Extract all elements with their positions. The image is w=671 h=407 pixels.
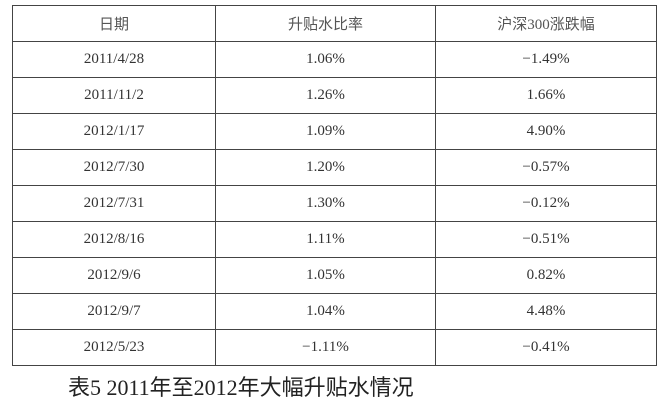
- table-cell: 1.05%: [215, 257, 436, 294]
- table-row: 2012/1/17 1.09% 4.90%: [12, 113, 657, 150]
- table-cell: −0.51%: [435, 221, 657, 258]
- table-cell: 2011/11/2: [12, 77, 216, 114]
- table-cell: 1.30%: [215, 185, 436, 222]
- table-cell: 2012/5/23: [12, 329, 216, 366]
- table-cell: 2012/1/17: [12, 113, 216, 150]
- header-cell: 升贴水比率: [215, 5, 436, 42]
- table-cell: 2012/7/30: [12, 149, 216, 186]
- table-cell: −1.49%: [435, 41, 657, 78]
- table-cell: 1.20%: [215, 149, 436, 186]
- header-cell: 沪深300涨跌幅: [435, 5, 657, 42]
- data-table: 日期 升贴水比率 沪深300涨跌幅 2011/4/28 1.06% −1.49% 2011…: [12, 5, 657, 366]
- table-cell: 1.66%: [435, 77, 657, 114]
- table-row: 2012/9/7 1.04% 4.48%: [12, 293, 657, 330]
- table-cell: 2012/8/16: [12, 221, 216, 258]
- table-cell: 1.09%: [215, 113, 436, 150]
- table-cell: 2011/4/28: [12, 41, 216, 78]
- table-cell: 1.06%: [215, 41, 436, 78]
- table-caption: 表5 2011年至2012年大幅升贴水情况: [68, 375, 414, 400]
- header-cell: 日期: [12, 5, 216, 42]
- table-cell: −0.12%: [435, 185, 657, 222]
- table-cell: 2012/9/7: [12, 293, 216, 330]
- table-cell: 4.90%: [435, 113, 657, 150]
- table-row: 2012/9/6 1.05% 0.82%: [12, 257, 657, 294]
- table-cell: −0.41%: [435, 329, 657, 366]
- table-cell: −0.57%: [435, 149, 657, 186]
- table-cell: 2012/7/31: [12, 185, 216, 222]
- table-row: 2011/4/28 1.06% −1.49%: [12, 41, 657, 78]
- table-cell: −1.11%: [215, 329, 436, 366]
- table-cell: 1.04%: [215, 293, 436, 330]
- table-cell: 1.11%: [215, 221, 436, 258]
- table-cell: 2012/9/6: [12, 257, 216, 294]
- table-cell: 4.48%: [435, 293, 657, 330]
- table-cell: 1.26%: [215, 77, 436, 114]
- table-row: 2012/7/30 1.20% −0.57%: [12, 149, 657, 186]
- table-row: 2012/7/31 1.30% −0.12%: [12, 185, 657, 222]
- table-row: 2012/5/23 −1.11% −0.41%: [12, 329, 657, 366]
- table-row: 2012/8/16 1.11% −0.51%: [12, 221, 657, 258]
- header-row: 日期 升贴水比率 沪深300涨跌幅: [12, 5, 657, 42]
- table-row: 2011/11/2 1.26% 1.66%: [12, 77, 657, 114]
- table-body: 2011/4/28 1.06% −1.49% 2011/11/2 1.26% 1.66% 2…: [12, 41, 657, 366]
- table-cell: 0.82%: [435, 257, 657, 294]
